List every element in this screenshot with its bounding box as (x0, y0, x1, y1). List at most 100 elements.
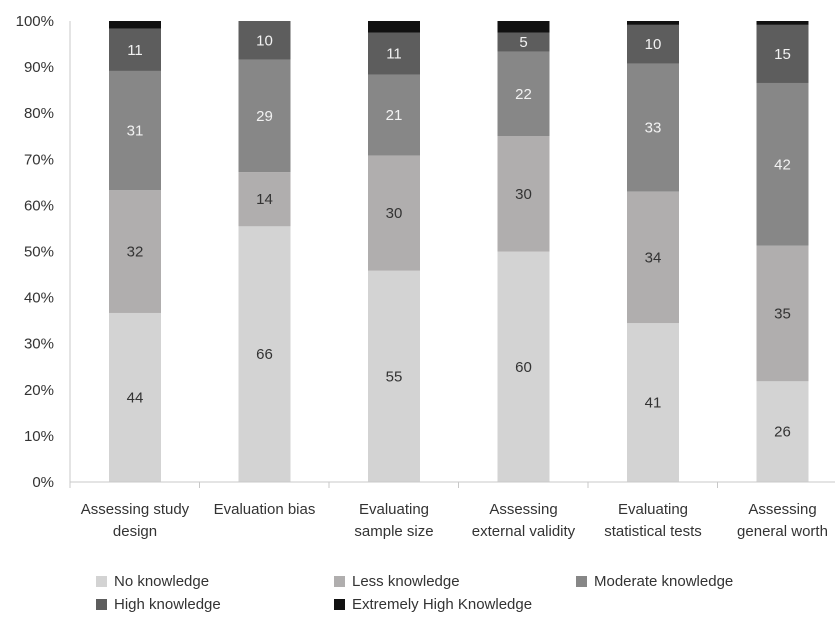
bar-segment (756, 24, 809, 83)
y-tick-label: 0% (32, 474, 54, 491)
bar-segment (497, 21, 550, 33)
x-tick-label: Assessing study (81, 501, 190, 518)
legend-swatch (576, 576, 587, 587)
bar-stack: 55 30 21 11 (368, 21, 420, 482)
y-tick-label: 90% (24, 59, 54, 76)
bar-segment (238, 172, 291, 227)
y-tick-label: 40% (24, 290, 54, 307)
x-tick-label: Evaluating (618, 501, 688, 518)
data-label: 42 (774, 156, 791, 173)
data-label: 11 (127, 42, 143, 59)
x-tick-label: Assessing (748, 501, 816, 518)
legend-swatch (334, 576, 345, 587)
y-axis-ticks: 0% 10% 20% 30% 40% 50% 60% 70% 80% 90% 100% (16, 13, 54, 491)
data-label: 10 (256, 32, 273, 49)
data-label: 66 (256, 346, 273, 363)
bar-stack: 41 34 33 10 (627, 21, 679, 482)
x-tick-label: Evaluation bias (214, 501, 316, 518)
bar-stack: 66 14 29 10 (238, 21, 291, 482)
legend-label: No knowledge (114, 573, 210, 590)
bar-segment (497, 32, 550, 52)
bar-segment (627, 323, 679, 482)
data-label: 10 (645, 36, 662, 53)
bar-segment (109, 312, 161, 482)
x-tick-label: external validity (472, 523, 576, 540)
bar-stack: 44 32 31 11 (109, 21, 161, 482)
bar-segment (756, 21, 809, 25)
bar-segment (368, 270, 420, 482)
y-tick-label: 10% (24, 428, 54, 445)
data-label: 14 (256, 191, 273, 208)
bar-segment (109, 28, 161, 71)
data-label: 34 (645, 249, 662, 266)
legend-label: High knowledge (114, 596, 221, 613)
bar-segment (109, 21, 161, 29)
x-tick-label: general worth (737, 523, 828, 540)
bar-segment (627, 63, 679, 192)
bar-segment (756, 82, 809, 246)
legend-item: Extremely High Knowledge (334, 596, 532, 613)
y-tick-label: 20% (24, 382, 54, 399)
bar-segment (238, 21, 291, 60)
data-label: 41 (645, 395, 662, 412)
legend-item: High knowledge (96, 596, 221, 613)
x-tick-label: sample size (354, 523, 433, 540)
chart-legend: No knowledge Less knowledge Moderate knowl… (96, 573, 816, 619)
bars: 44 32 31 11 66 14 29 10 55 30 21 11 60 30 22 5 41 34 33 10 2… (109, 21, 809, 482)
y-tick-label: 50% (24, 244, 54, 261)
legend-swatch (96, 599, 107, 610)
data-label: 11 (386, 46, 402, 63)
bar-segment (368, 155, 420, 271)
data-label: 29 (256, 108, 273, 125)
legend-label: Less knowledge (352, 573, 460, 590)
legend-item: Less knowledge (334, 573, 460, 590)
data-label: 21 (386, 107, 403, 124)
x-tick-label: statistical tests (604, 523, 702, 540)
bar-segment (368, 32, 420, 75)
x-tick-label: Evaluating (359, 501, 429, 518)
legend-item: Moderate knowledge (576, 573, 733, 590)
data-label: 55 (386, 368, 403, 385)
bar-segment (627, 24, 679, 64)
data-label: 31 (127, 122, 144, 139)
bar-segment (368, 74, 420, 156)
legend-swatch (96, 576, 107, 587)
bar-segment (109, 190, 161, 313)
bar-segment (109, 70, 161, 191)
data-label: 30 (386, 205, 403, 222)
bar-segment (368, 21, 420, 33)
x-tick-label: Assessing (489, 501, 557, 518)
bar-segment (756, 245, 809, 382)
data-label: 35 (774, 305, 791, 322)
data-label: 33 (645, 120, 662, 137)
legend-swatch (334, 599, 345, 610)
legend-item: No knowledge (96, 573, 209, 590)
data-label: 30 (515, 186, 532, 203)
y-tick-label: 60% (24, 197, 54, 214)
x-tick-label: design (113, 523, 157, 540)
data-label: 44 (127, 389, 144, 406)
bar-stack: 26 35 42 15 (756, 21, 809, 482)
y-tick-label: 30% (24, 336, 54, 353)
bar-segment (238, 226, 291, 482)
bar-segment (756, 381, 809, 482)
data-label: 32 (127, 244, 144, 261)
bar-segment (627, 191, 679, 324)
legend-label: Extremely High Knowledge (352, 596, 533, 613)
data-label: 26 (774, 424, 791, 441)
x-axis-labels: Assessing study design Evaluation bias Eval… (81, 501, 828, 540)
data-label: 15 (774, 46, 791, 63)
legend-label: Moderate knowledge (594, 573, 734, 590)
bar-segment (627, 21, 679, 25)
y-tick-label: 80% (24, 105, 54, 122)
y-tick-label: 70% (24, 151, 54, 168)
data-label: 5 (519, 34, 527, 51)
bar-segment (497, 51, 550, 137)
data-label: 60 (515, 359, 532, 376)
bar-stack: 60 30 22 5 (497, 21, 550, 482)
bar-segment (497, 136, 550, 252)
bar-segment (238, 59, 291, 173)
data-label: 22 (515, 86, 532, 103)
